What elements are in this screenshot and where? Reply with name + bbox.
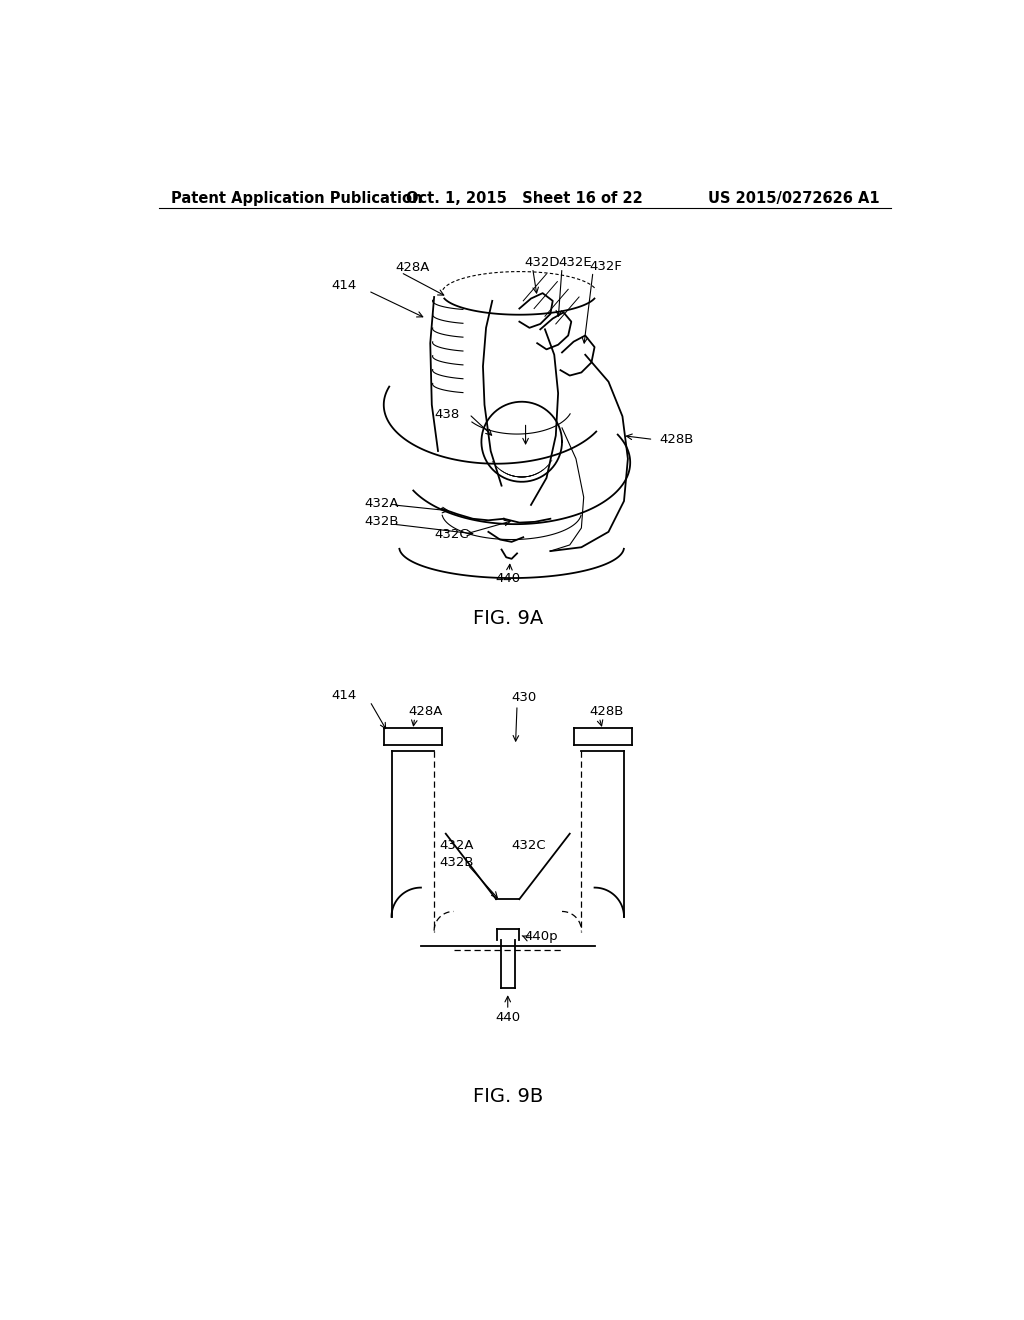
Text: 432B: 432B [365, 515, 399, 528]
Text: FIG. 9B: FIG. 9B [473, 1086, 543, 1106]
Text: Oct. 1, 2015   Sheet 16 of 22: Oct. 1, 2015 Sheet 16 of 22 [407, 191, 643, 206]
Text: 432E: 432E [558, 256, 592, 269]
Text: 428B: 428B [658, 433, 693, 446]
Text: 432C: 432C [512, 838, 546, 851]
Text: US 2015/0272626 A1: US 2015/0272626 A1 [709, 191, 880, 206]
Text: 440: 440 [496, 1011, 520, 1024]
Text: FIG. 9A: FIG. 9A [473, 610, 543, 628]
Text: 432A: 432A [439, 838, 474, 851]
Text: 428A: 428A [409, 705, 443, 718]
Text: 414: 414 [332, 689, 356, 702]
Text: 438: 438 [434, 408, 460, 421]
Text: 432C: 432C [434, 528, 469, 541]
Text: 428A: 428A [395, 261, 430, 275]
Text: 430: 430 [512, 690, 537, 704]
Text: 432B: 432B [439, 857, 474, 870]
Text: 432F: 432F [589, 260, 622, 273]
Text: 432D: 432D [524, 256, 560, 269]
Text: Patent Application Publication: Patent Application Publication [171, 191, 422, 206]
Text: 432A: 432A [365, 496, 399, 510]
Text: 440p: 440p [524, 931, 558, 944]
Text: 414: 414 [332, 279, 356, 292]
Text: 428B: 428B [589, 705, 624, 718]
Text: 440: 440 [496, 572, 520, 585]
